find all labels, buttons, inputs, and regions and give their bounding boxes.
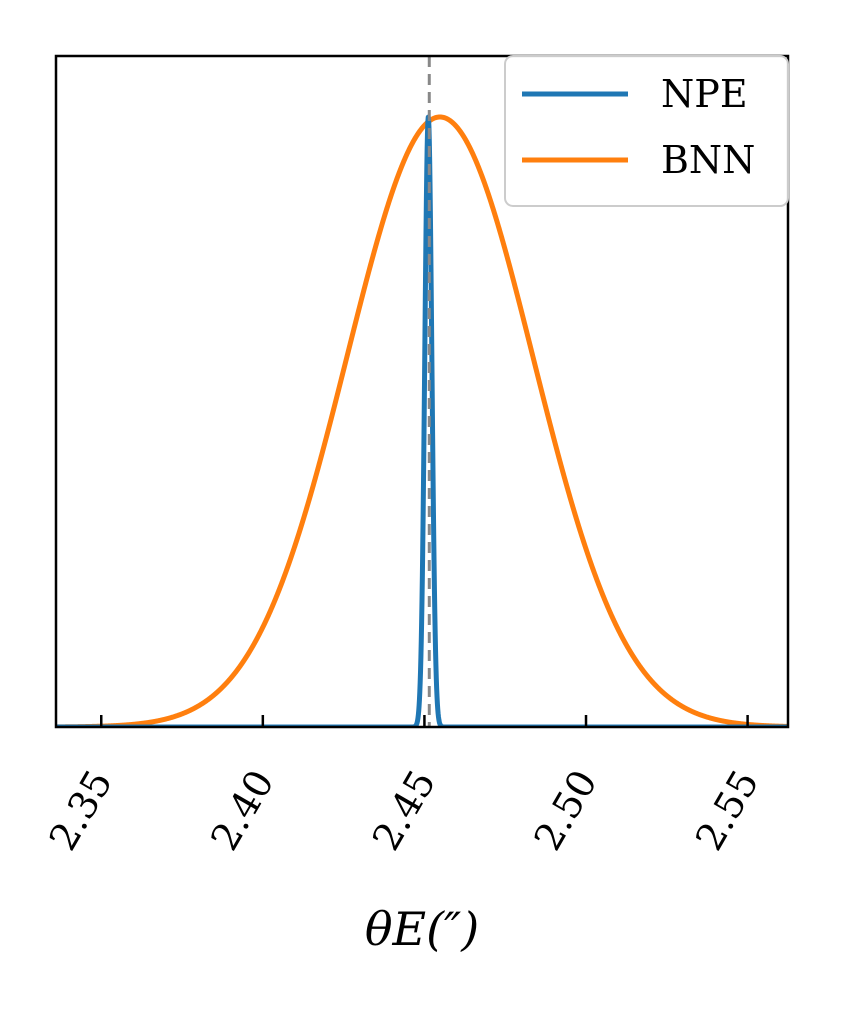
series-line-bnn: [56, 114, 788, 727]
x-axis-label: θE(″): [365, 902, 479, 956]
plot-area: [56, 56, 788, 727]
legend-label-npe: NPE: [661, 72, 748, 116]
series-line-npe: [56, 114, 788, 727]
legend: NPE BNN: [504, 55, 789, 207]
plot-frame: [54, 54, 790, 729]
legend-label-bnn: BNN: [661, 138, 755, 182]
